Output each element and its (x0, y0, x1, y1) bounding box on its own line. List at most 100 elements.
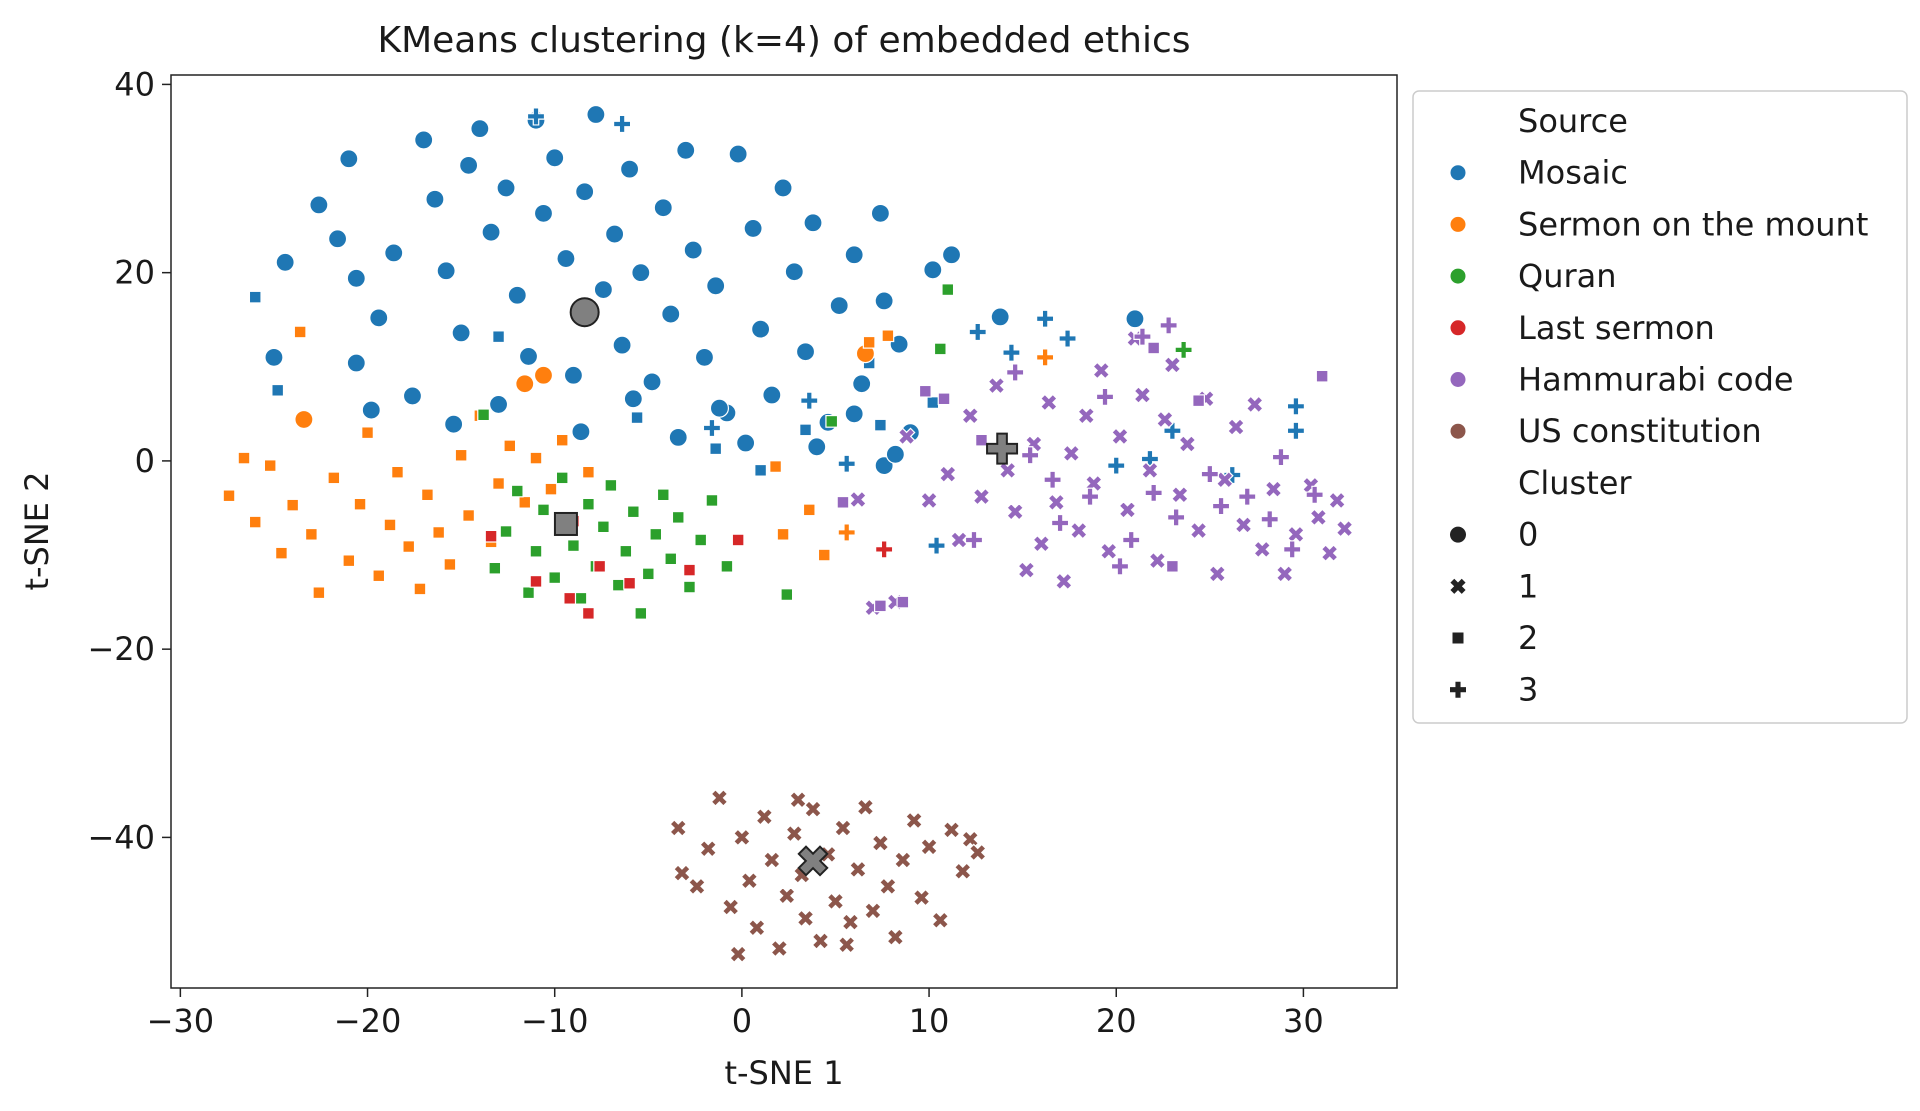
data-point (811, 932, 830, 950)
data-point (702, 418, 722, 438)
data-point (425, 189, 445, 209)
data-point (777, 886, 796, 905)
data-point (327, 229, 348, 249)
data-point (673, 864, 691, 883)
data-point (1245, 395, 1264, 414)
y-axis: −40 −20 0 20 40 (87, 65, 171, 856)
data-point (630, 411, 644, 425)
legend-cluster-entry-marker (1450, 681, 1466, 698)
data-point (432, 526, 446, 539)
legend-cluster-title: Cluster (1518, 464, 1632, 502)
data-point (837, 454, 856, 473)
data-point (1043, 470, 1062, 489)
data-point (1133, 386, 1152, 404)
data-point (705, 494, 719, 507)
data-point (896, 595, 910, 609)
data-point (555, 433, 569, 447)
data-point (836, 495, 850, 509)
data-point (481, 222, 501, 242)
data-point (293, 325, 307, 339)
data-point (795, 342, 816, 362)
data-point (312, 586, 326, 600)
data-point (881, 329, 895, 343)
data-point (443, 558, 457, 571)
data-point (518, 346, 539, 367)
centroid-marker (797, 845, 829, 877)
data-point (918, 384, 932, 398)
data-point (721, 898, 740, 916)
data-point (800, 391, 819, 410)
data-point (1006, 363, 1025, 382)
data-point (961, 406, 980, 425)
data-point (886, 928, 905, 947)
x-tick-label: 20 (1096, 1002, 1137, 1040)
data-point (1159, 316, 1178, 335)
data-point (968, 843, 987, 862)
data-point (729, 945, 748, 964)
data-point (499, 525, 513, 538)
data-point (841, 913, 860, 932)
data-point (346, 353, 366, 373)
y-tick-label: 20 (114, 254, 155, 292)
data-point (1163, 421, 1182, 440)
data-point (248, 290, 262, 304)
centroids-layer (553, 297, 1019, 877)
data-point (837, 935, 856, 954)
data-point (383, 518, 397, 532)
data-point (987, 376, 1006, 395)
y-axis-label: t-SNE 2 (18, 471, 56, 590)
data-point (825, 414, 839, 428)
data-point (304, 527, 318, 541)
legend-source-entry: Mosaic (1449, 154, 1628, 192)
data-point (462, 509, 476, 522)
data-point (604, 478, 618, 492)
data-point (444, 414, 464, 434)
data-point (593, 559, 607, 573)
data-point (1017, 561, 1036, 579)
data-point (1178, 435, 1197, 453)
data-point (804, 800, 822, 819)
data-point (515, 374, 535, 394)
data-point (294, 409, 314, 430)
data-point (1095, 387, 1115, 407)
data-point (339, 149, 359, 169)
data-point (582, 465, 595, 479)
data-point (1122, 530, 1141, 550)
data-point (1165, 559, 1179, 573)
data-point (470, 119, 490, 139)
data-point (709, 398, 730, 418)
x-tick-label: −20 (334, 1002, 402, 1040)
x-axis-label: t-SNE 1 (724, 1054, 843, 1092)
data-point (1283, 540, 1302, 559)
data-point (1133, 327, 1152, 346)
data-point (402, 386, 423, 406)
x-tick-label: 0 (732, 1002, 752, 1040)
legend-cluster-entry-label: 2 (1518, 619, 1538, 657)
legend-source-entry: Last sermon (1449, 309, 1715, 347)
data-point (885, 444, 905, 464)
data-point (837, 523, 856, 542)
data-point (1092, 361, 1111, 380)
x-tick-label: −10 (521, 1002, 589, 1040)
data-point (912, 888, 931, 907)
data-point (488, 394, 509, 415)
data-point (1211, 496, 1231, 516)
x-tick-label: 10 (909, 1002, 950, 1040)
data-point (1234, 516, 1253, 534)
y-tick-label: −40 (87, 818, 155, 856)
data-point (533, 365, 554, 385)
data-point (920, 837, 938, 856)
data-point (623, 576, 636, 590)
legend-source-entry: Hammurabi code (1449, 361, 1794, 399)
data-point (611, 578, 625, 592)
data-point (893, 851, 912, 869)
legend-source-entry-label: US constitution (1518, 412, 1762, 450)
data-point (1174, 340, 1193, 359)
data-point (563, 591, 577, 605)
data-point (1148, 551, 1167, 570)
data-point (1125, 309, 1145, 329)
data-point (275, 546, 288, 560)
data-point (1286, 421, 1306, 440)
data-point (785, 824, 804, 843)
data-point (556, 248, 576, 269)
